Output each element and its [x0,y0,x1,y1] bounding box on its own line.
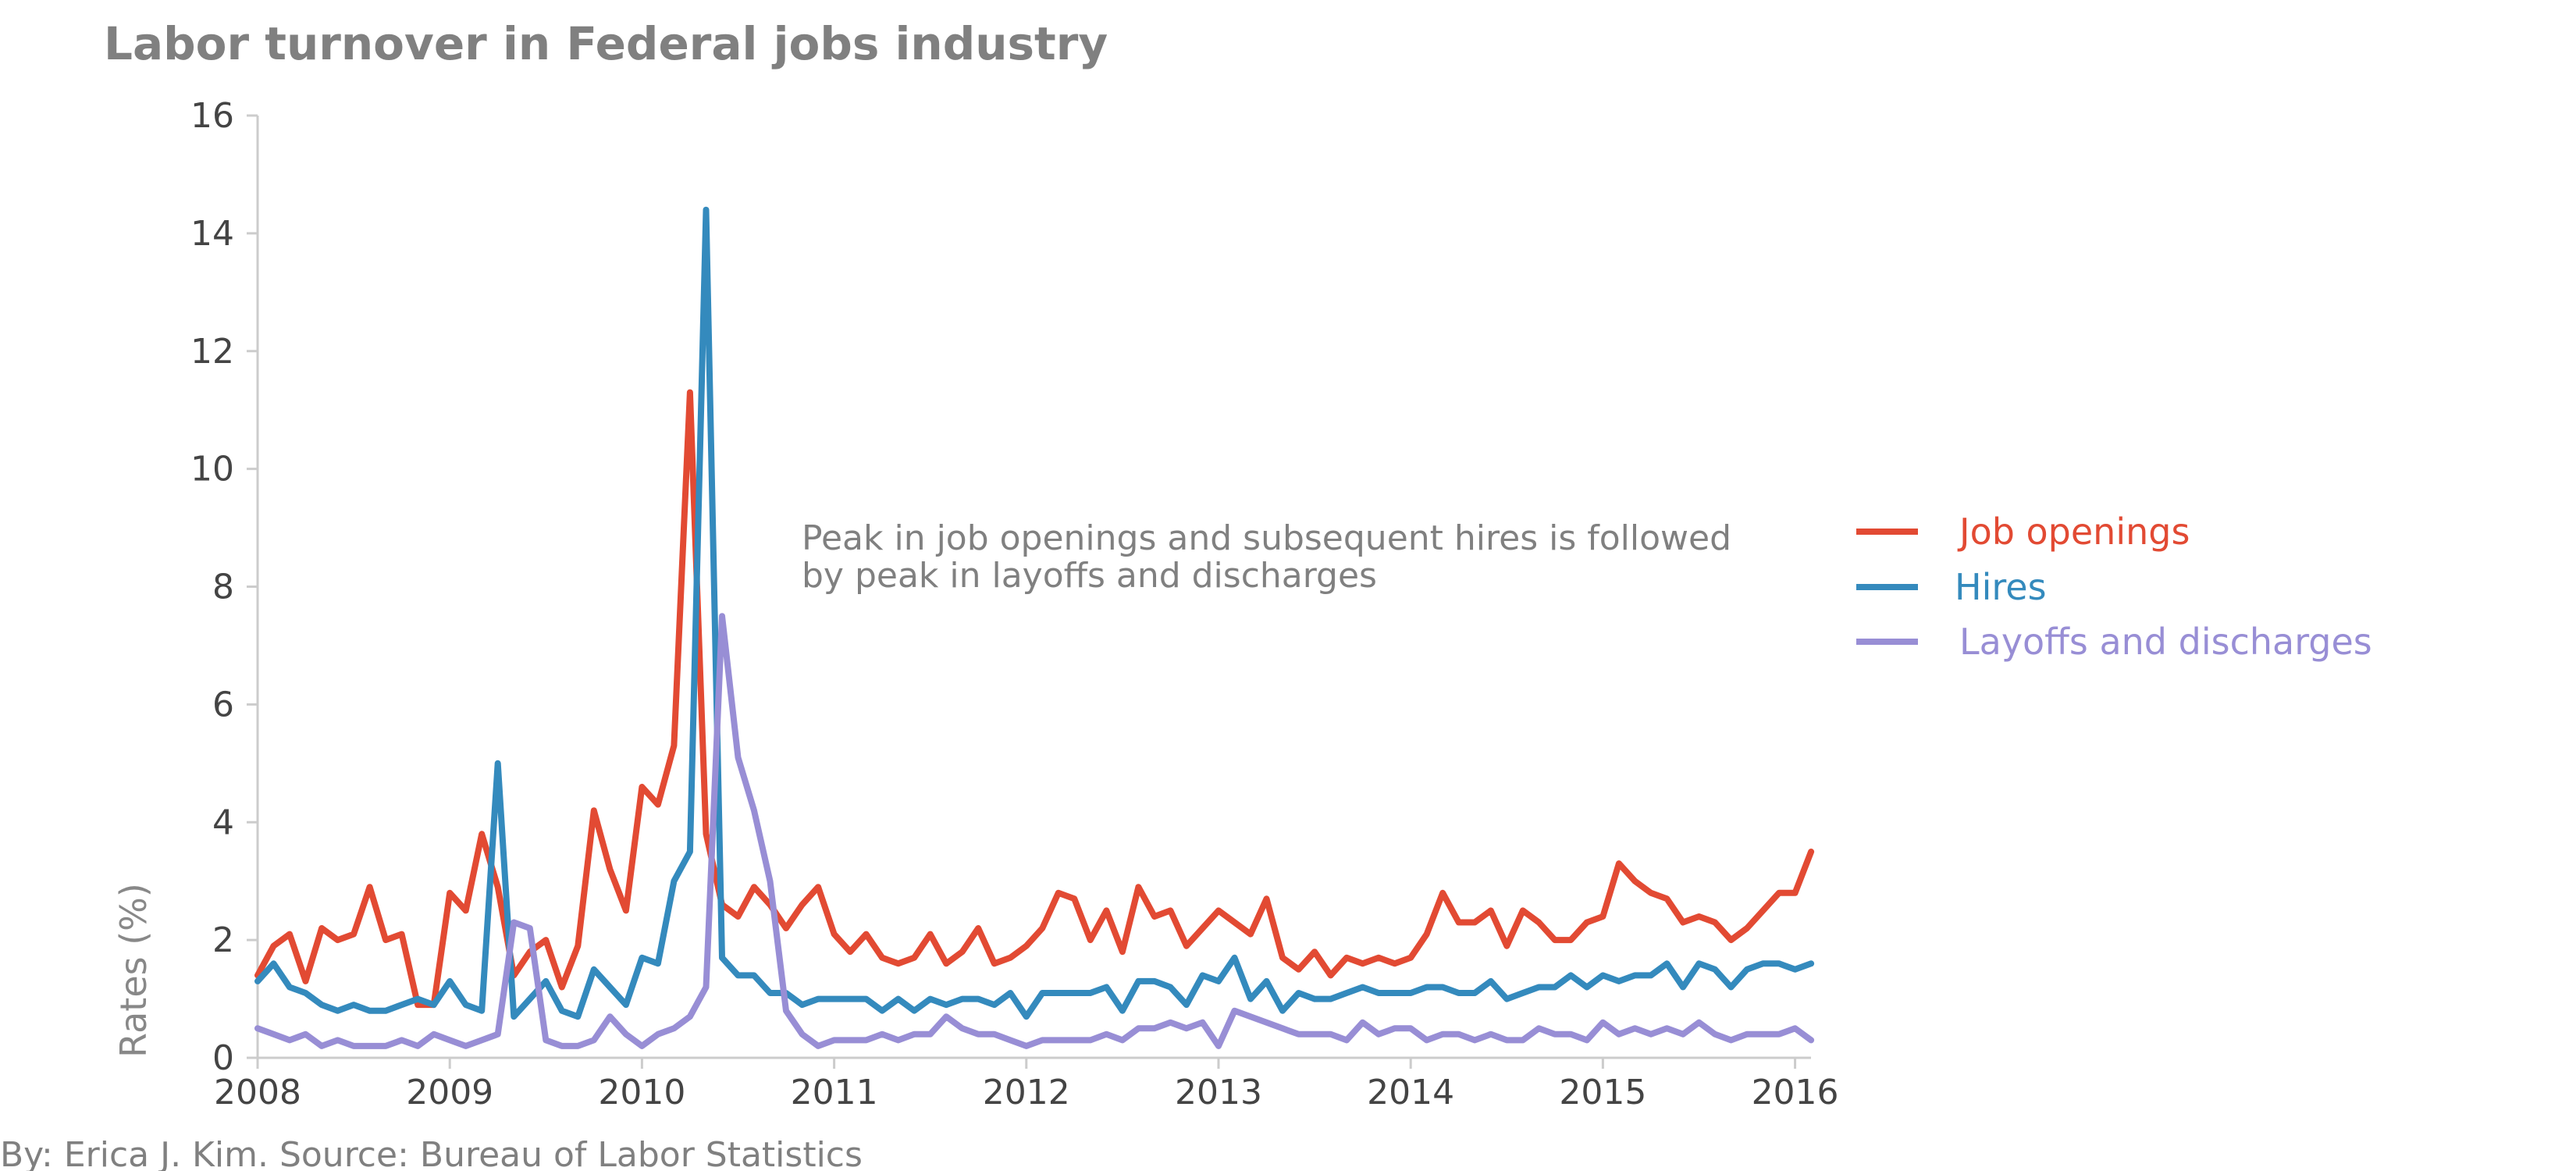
chart-title: Labor turnover in Federal jobs industry [104,17,1108,70]
series-line-layoffs-and-discharges [254,613,1815,1049]
credit-text: By: Erica J. Kim. Source: Bureau of Labo… [0,1135,863,1171]
y-tick-label: 4 [212,803,234,842]
legend-label-hires: Hires [1955,566,2047,608]
series-lines [254,206,1815,1049]
annotation-line-1: Peak in job openings and subsequent hire… [802,518,1731,558]
series-line-hires [254,206,1815,1020]
x-tick-label: 2012 [983,1073,1070,1112]
x-tick-label: 2014 [1367,1073,1454,1112]
x-tick-label: 2011 [791,1073,878,1112]
y-tick-label: 2 [212,920,234,960]
legend-label-layoffs-and-discharges: Layoffs and discharges [1959,621,2372,663]
y-tick-label: 12 [190,332,234,372]
x-tick-label: 2008 [214,1073,301,1112]
series-line-job-openings [254,389,1815,1009]
annotation: Peak in job openings and subsequent hire… [802,518,1742,596]
y-tick-label: 14 [190,214,234,254]
legend-label-job-openings: Job openings [1957,511,2190,553]
y-tick-label: 0 [212,1038,234,1078]
y-tick-label: 16 [190,96,234,136]
y-tick-label: 10 [190,450,234,489]
x-tick-label: 2009 [406,1073,493,1112]
annotation-line-2: by peak in layoffs and discharges [802,556,1377,596]
y-tick-label: 6 [212,685,234,724]
y-ticks: 0 2 4 6 8 10 12 14 16 [190,96,258,1078]
x-tick-label: 2010 [598,1073,685,1112]
x-tick-label: 2016 [1752,1073,1839,1112]
x-ticks: 2008 2009 2010 2011 2012 2013 2014 2015 2016 [214,1058,1839,1112]
legend: Job openings Hires Layoffs and discharges [1856,511,2372,663]
x-tick-label: 2013 [1175,1073,1262,1112]
y-axis-label: Rates (%) [112,883,155,1058]
y-tick-label: 8 [212,568,234,607]
x-tick-label: 2015 [1559,1073,1646,1112]
